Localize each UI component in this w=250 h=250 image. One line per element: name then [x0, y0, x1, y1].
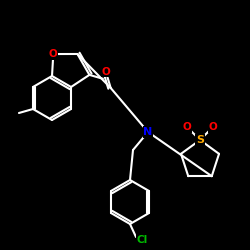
Text: O: O — [102, 67, 110, 77]
Text: O: O — [182, 122, 192, 132]
Text: S: S — [196, 135, 204, 145]
Text: Cl: Cl — [136, 235, 147, 245]
Text: O: O — [208, 122, 218, 132]
Text: O: O — [49, 49, 58, 59]
Text: N: N — [144, 127, 152, 137]
